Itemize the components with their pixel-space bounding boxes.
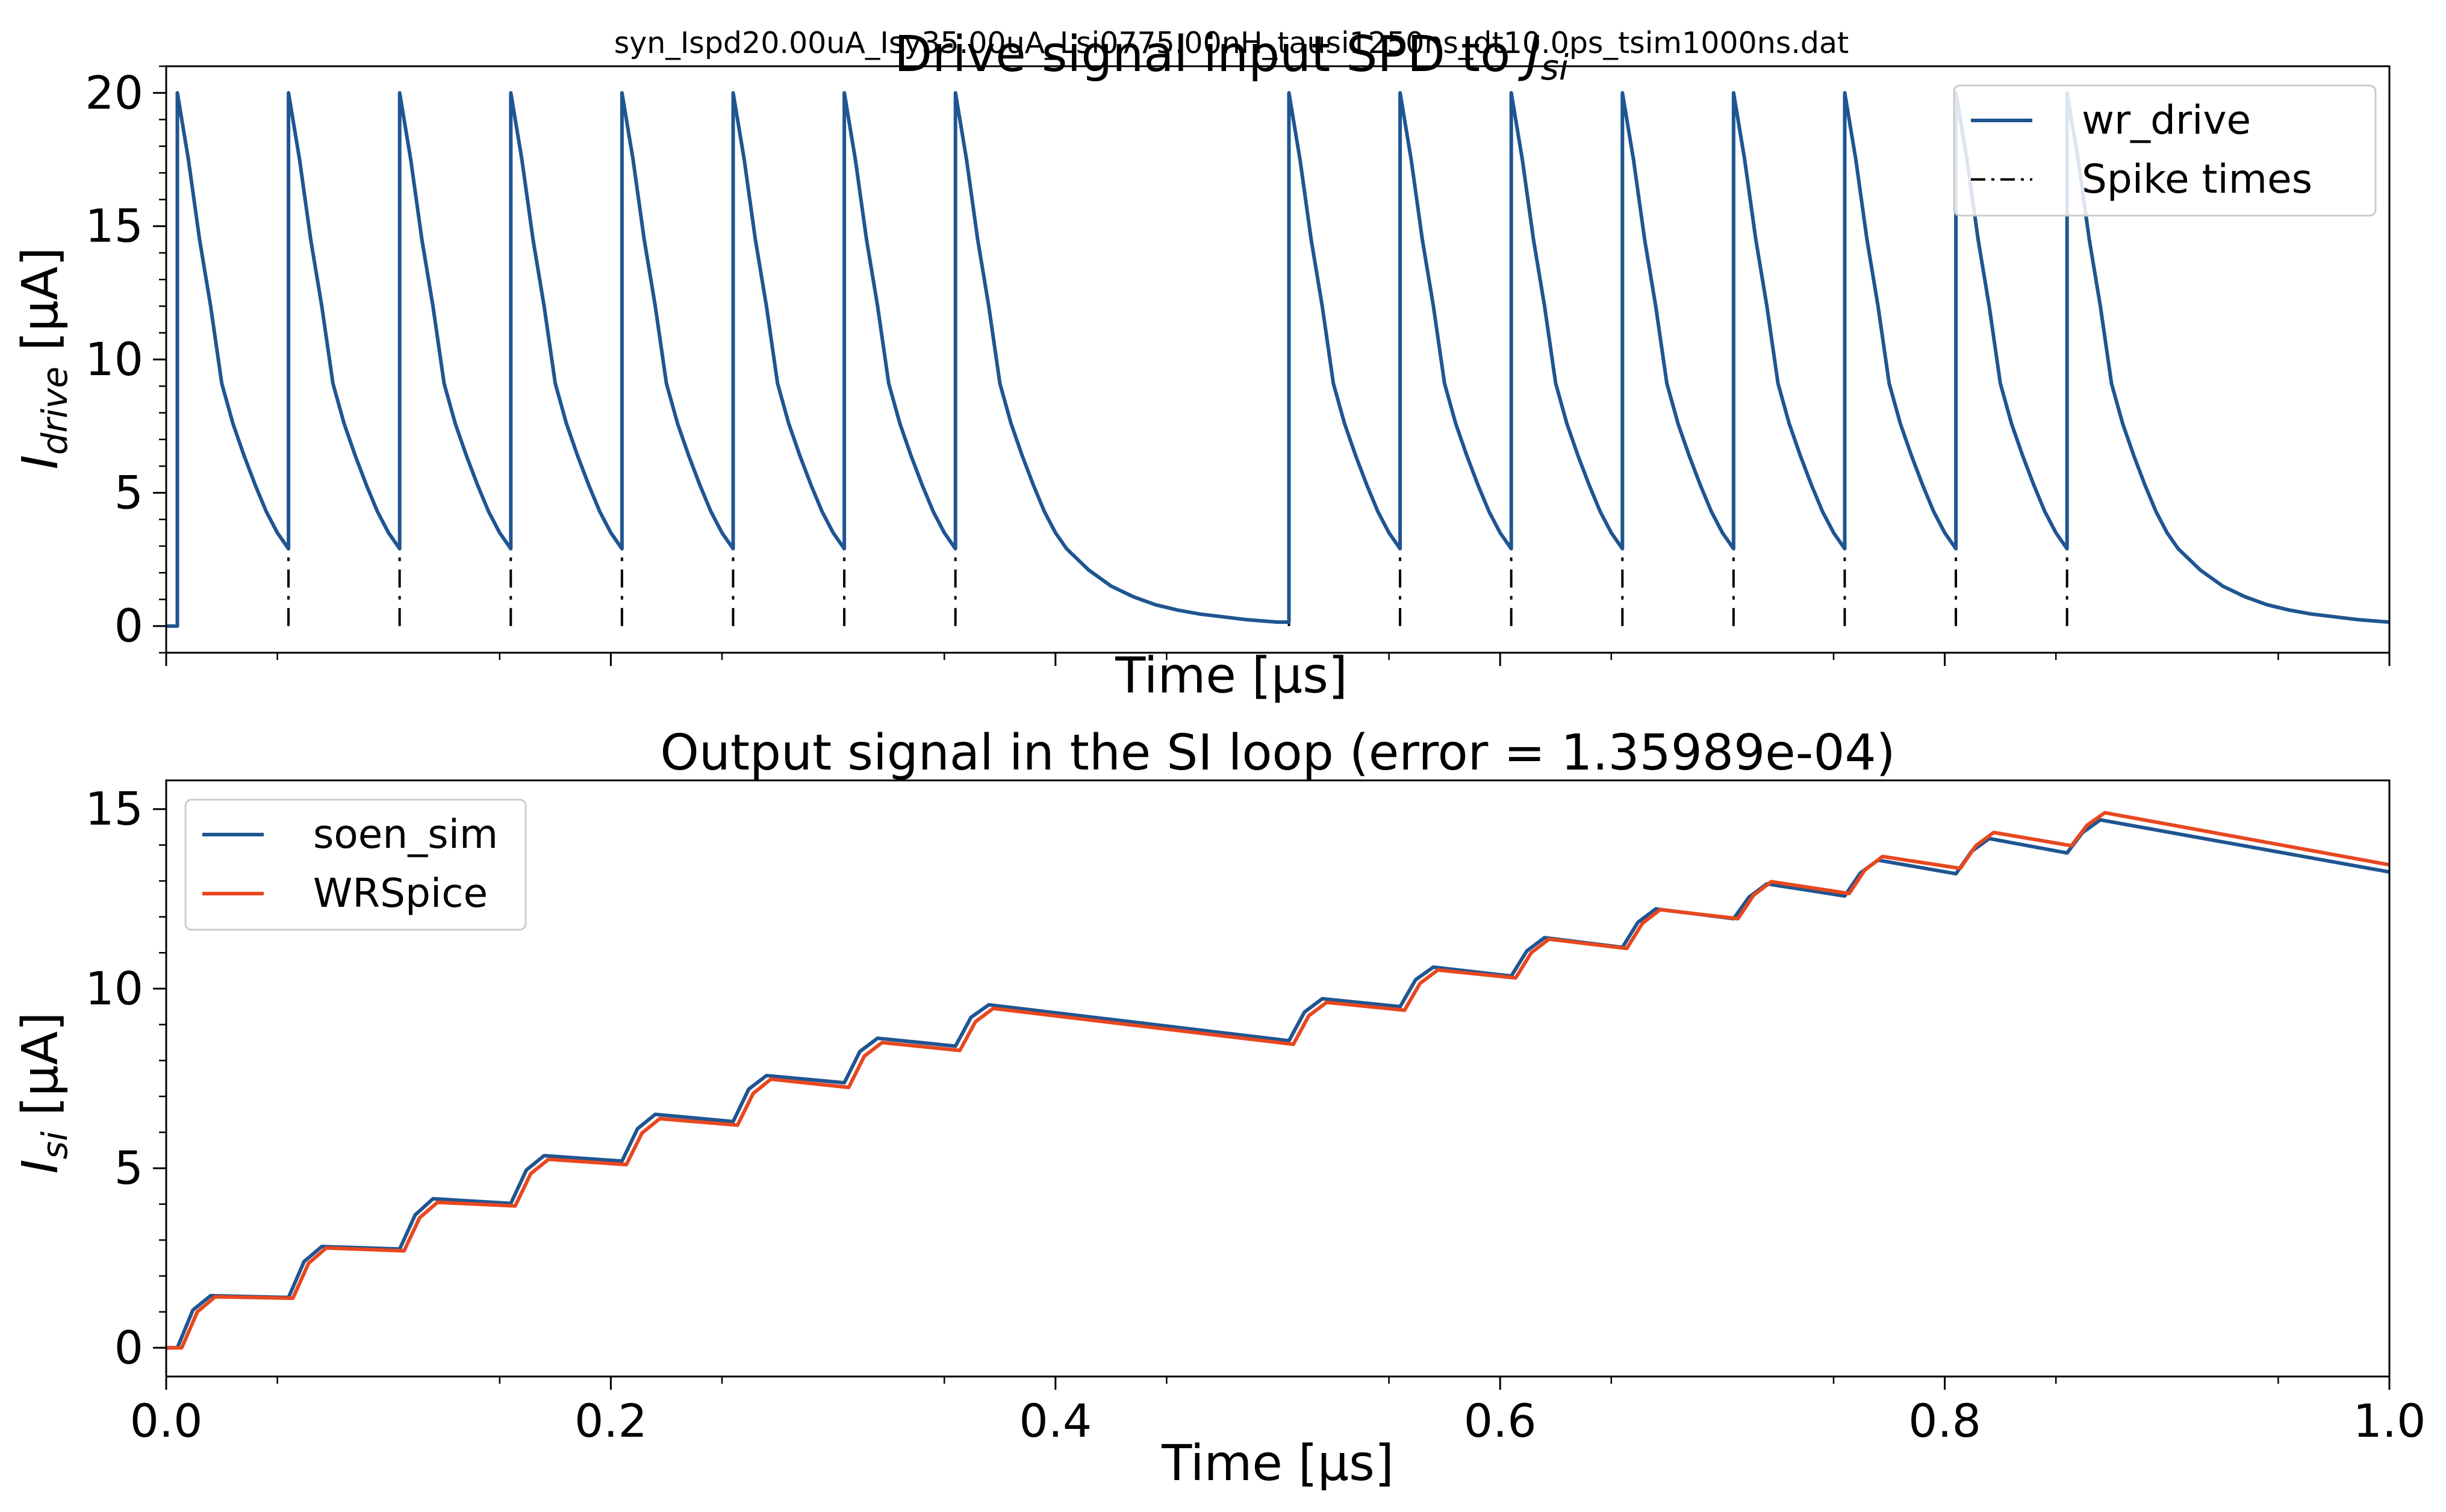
drive-panel-title: Drive signal input SPD to Jsi bbox=[894, 26, 1569, 88]
si-panel-title: Output signal in the SI loop (error = 1.… bbox=[660, 724, 1895, 782]
si-x-tick-label: 0.2 bbox=[574, 1394, 647, 1448]
si-x-tick-label: 1.0 bbox=[2353, 1394, 2426, 1448]
si-legend: soen_sim WRSpice bbox=[184, 798, 527, 931]
drive-x-axis-label: Time [μs] bbox=[1115, 647, 1348, 705]
si-y-tick-label: 15 bbox=[85, 782, 143, 836]
si-y-tick-label: 10 bbox=[85, 962, 143, 1015]
drive-y-tick-label: 10 bbox=[85, 332, 143, 386]
si-series-layer bbox=[166, 810, 2390, 1350]
drive-y-tick-label: 20 bbox=[85, 66, 143, 119]
si-axes: 0 5 10 15 0.0 0.2 0.4 0.6 0.8 1.0 bbox=[85, 779, 2426, 1448]
si-y-tick-label: 0 bbox=[114, 1321, 143, 1374]
soen-sim-line bbox=[166, 818, 2390, 1350]
drive-y-tick-label: 5 bbox=[114, 465, 143, 519]
drive-y-axis-label: Idrive [μA] bbox=[12, 247, 75, 469]
si-x-tick-label: 0.4 bbox=[1019, 1394, 1092, 1448]
si-x-tick-label: 0.6 bbox=[1464, 1394, 1537, 1448]
drive-legend-box bbox=[1953, 84, 2377, 217]
legend-label-soen-sim: soen_sim bbox=[313, 811, 498, 857]
si-x-tick-label: 0.0 bbox=[130, 1394, 203, 1448]
wr-drive-line bbox=[166, 91, 2390, 628]
drive-axes: 0 5 10 15 20 bbox=[85, 65, 2391, 666]
si-y-axis-label: Isi [μA] bbox=[12, 1012, 75, 1174]
si-x-axis-label: Time [μs] bbox=[1161, 1435, 1394, 1492]
figure-suptitle: syn_Ispd20.00uA_Isy35.00uA_Lsi0775.00nH_… bbox=[614, 26, 1849, 60]
wrspice-line bbox=[166, 810, 2390, 1350]
si-legend-box bbox=[184, 798, 527, 931]
drive-signal-panel: Drive signal input SPD to Jsi 0 5 10 15 20 T… bbox=[12, 26, 2391, 705]
legend-label-wr-drive: wr_drive bbox=[2082, 97, 2251, 143]
drive-legend: wr_drive Spike times bbox=[1953, 84, 2377, 217]
si-x-tick-label: 0.8 bbox=[1908, 1394, 1981, 1448]
drive-series-layer bbox=[166, 91, 2390, 628]
si-output-panel: Output signal in the SI loop (error = 1.… bbox=[12, 724, 2426, 1492]
legend-label-wrspice: WRSpice bbox=[313, 870, 488, 916]
si-axes-frame bbox=[165, 779, 2391, 1378]
si-y-tick-label: 5 bbox=[114, 1141, 143, 1195]
drive-y-tick-label: 15 bbox=[85, 199, 143, 253]
legend-label-spike-times: Spike times bbox=[2082, 156, 2312, 202]
drive-y-tick-label: 0 bbox=[114, 599, 143, 653]
